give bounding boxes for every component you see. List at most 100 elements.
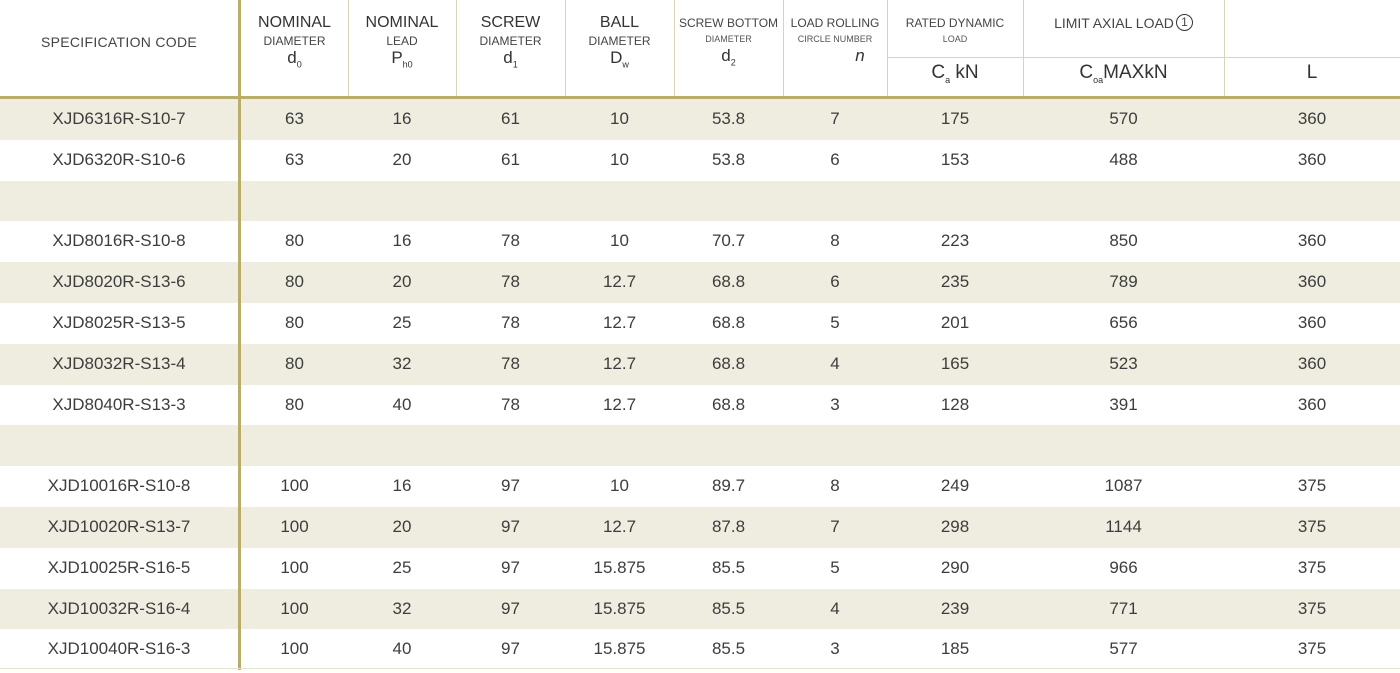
cell-ca: 223 [940, 231, 970, 251]
cell-dw: 10 [610, 476, 629, 496]
cell-ca [887, 425, 1023, 466]
table-row: XJD10020R-S13-7 100 20 97 12.7 87.8 7 298 1144 37… [0, 507, 1400, 548]
cell-code: XJD8032R-S13-4 [52, 353, 186, 373]
cell-coa: 391 [1109, 394, 1138, 414]
header-nominal-diameter-line2: DIAMETER [263, 34, 326, 48]
cell-d1 [456, 425, 565, 466]
table-row: XJD8020R-S13-6 80 20 78 12.7 68.8 6 235 789 360 [0, 262, 1400, 303]
cell-coa: 771 [1109, 598, 1138, 618]
cell-ph: 32 [392, 598, 412, 618]
cell-code: XJD8016R-S10-8 [52, 231, 186, 251]
cell-dw: 12.7 [602, 517, 637, 536]
header-length: L [1224, 62, 1400, 94]
cell-d0: 80 [285, 231, 304, 251]
header-nominal-diameter: NOMINAL DIAMETER d0 [241, 0, 348, 96]
header-ball-diameter-line2: DIAMETER [588, 34, 651, 48]
cell-d2: 68.8 [711, 313, 746, 332]
cell-d0: 100 [280, 557, 309, 577]
cell-d0 [241, 425, 348, 466]
header-ball-diameter-line1: BALL [599, 14, 640, 31]
cell-n: 3 [830, 394, 840, 414]
cell-d2 [674, 181, 783, 222]
cell-L: 375 [1297, 598, 1327, 618]
cell-coa: 577 [1109, 639, 1138, 659]
cell-d0: 100 [280, 598, 309, 618]
table-row: XJD6320R-S10-6 63 20 61 10 53.8 6 153 488 360 [0, 140, 1400, 181]
cell-n [783, 425, 887, 466]
cell-n: 4 [830, 598, 840, 618]
cell-d1: 61 [501, 109, 520, 128]
cell-code: XJD10032R-S16-4 [47, 598, 191, 618]
header-load-rolling: LOAD ROLLING CIRCLE NUMBER n [783, 0, 887, 96]
cell-dw: 10 [610, 231, 629, 251]
cell-d2: 68.8 [711, 272, 746, 292]
cell-ca: 298 [940, 517, 970, 536]
header-nominal-diameter-symbol: d0 [287, 48, 302, 70]
cell-d2: 68.8 [711, 353, 746, 373]
header-limit-axial-unit: CoaMAXkN [1079, 62, 1168, 85]
divider [348, 0, 349, 96]
divider [674, 0, 675, 96]
cell-n: 5 [830, 557, 840, 577]
header-rated-dynamic-line2: LOAD [942, 34, 968, 44]
table-row: XJD8025R-S13-5 80 25 78 12.7 68.8 5 201 656 360 [0, 303, 1400, 344]
cell-coa: 966 [1109, 557, 1138, 577]
cell-n: 6 [830, 149, 840, 169]
table-row: XJD8032R-S13-4 80 32 78 12.7 68.8 4 165 523 360 [0, 343, 1400, 385]
cell-ca: 185 [940, 639, 970, 659]
cell-ph: 16 [392, 109, 412, 128]
cell-ph: 25 [392, 313, 412, 332]
cell-coa [1023, 425, 1224, 466]
cell-L: 360 [1297, 394, 1327, 414]
cell-ph: 20 [392, 272, 412, 292]
divider [1224, 0, 1225, 96]
table-row: XJD6316R-S10-7 63 16 61 10 53.8 7 175 570 360 [0, 99, 1400, 140]
cell-ca: 235 [940, 272, 970, 292]
cell-L: 360 [1297, 109, 1327, 128]
cell-d0 [241, 181, 348, 222]
cell-d1: 78 [501, 353, 520, 373]
cell-n: 3 [830, 639, 840, 659]
cell-dw: 12.7 [602, 353, 637, 373]
cell-d2: 89.7 [711, 476, 746, 496]
header-rated-dynamic-line1: RATED DYNAMIC [905, 16, 1005, 30]
cell-ca: 239 [940, 598, 970, 618]
cell-dw: 12.7 [602, 272, 637, 292]
cell-n: 5 [830, 313, 840, 332]
cell-ph: 16 [392, 476, 412, 496]
cell-code: XJD10016R-S10-8 [47, 476, 191, 496]
divider [0, 668, 1400, 669]
cell-d1: 97 [501, 598, 520, 618]
header-screw-bottom: SCREW BOTTOM DIAMETER d2 [674, 0, 783, 96]
cell-coa: 656 [1109, 313, 1138, 332]
header-nominal-diameter-line1: NOMINAL [258, 14, 331, 31]
cell-d2: 53.8 [711, 149, 746, 169]
cell-dw [565, 425, 674, 466]
header-limit-axial: LIMIT AXIAL LOAD 1 [1023, 0, 1224, 96]
header-screw-diameter: SCREW DIAMETER d1 [456, 0, 565, 96]
cell-coa: 523 [1109, 353, 1138, 373]
cell-code [0, 425, 238, 466]
cell-code: XJD10025R-S16-5 [47, 557, 191, 577]
cell-L: 375 [1297, 476, 1327, 496]
note-1-icon: 1 [1175, 14, 1193, 31]
cell-dw: 12.7 [602, 394, 637, 414]
header-screw-bottom-line2: DIAMETER [705, 34, 752, 44]
cell-code [0, 181, 238, 222]
cell-d2 [674, 425, 783, 466]
cell-d0: 80 [285, 353, 304, 373]
cell-ph: 40 [392, 394, 412, 414]
table-row: XJD10032R-S16-4 100 32 97 15.875 85.5 4 239 771 3… [0, 588, 1400, 630]
cell-d0: 63 [285, 109, 304, 128]
header-ball-diameter: BALL DIAMETER Dw [565, 0, 674, 96]
cell-coa: 789 [1109, 272, 1138, 292]
cell-n: 4 [830, 353, 840, 373]
cell-ca: 175 [940, 109, 970, 128]
divider [456, 0, 457, 96]
cell-d1: 97 [501, 476, 520, 496]
header-nominal-lead-line1: NOMINAL [365, 14, 439, 31]
cell-dw: 15.875 [593, 557, 646, 577]
cell-d0: 100 [280, 517, 309, 536]
cell-d0: 63 [285, 149, 304, 169]
